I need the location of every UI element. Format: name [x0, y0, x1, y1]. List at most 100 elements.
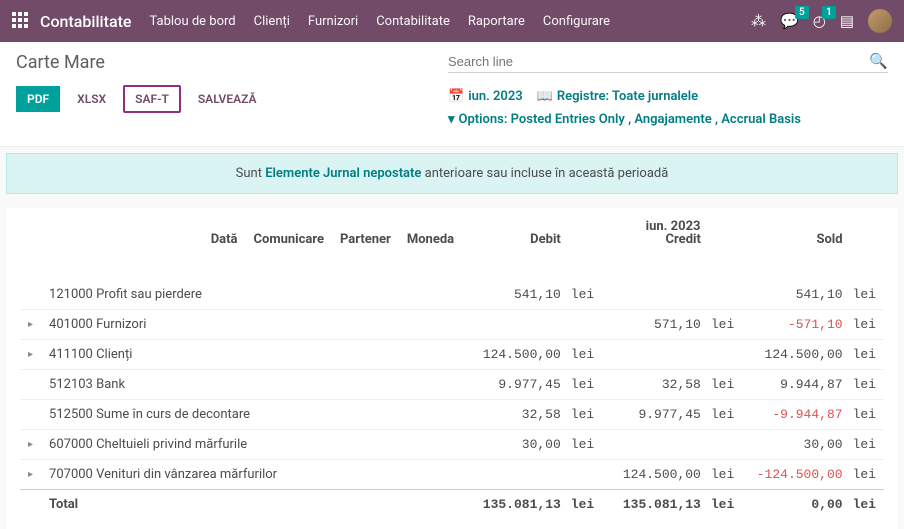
- note-icon[interactable]: ▤: [840, 12, 854, 30]
- account-name[interactable]: 512103 Bank: [41, 369, 462, 399]
- expand-caret[interactable]: ▸: [20, 309, 41, 339]
- credit-currency: [709, 339, 742, 369]
- table-row[interactable]: 512500 Sume în curs de decontare32,58lei…: [20, 399, 884, 429]
- page-title: Carte Mare: [16, 52, 105, 73]
- credit-value: [602, 280, 709, 310]
- expand-caret: [20, 280, 41, 310]
- chat-icon[interactable]: 💬5: [780, 12, 799, 30]
- filters: 📅iun. 2023 📖Registre: Toate jurnalele ▾O…: [448, 85, 888, 132]
- account-name[interactable]: 707000 Venituri din vânzarea mărfurilor: [41, 459, 462, 489]
- bug-icon[interactable]: ⁂: [751, 12, 766, 30]
- menu-dashboard[interactable]: Tablou de bord: [149, 14, 235, 29]
- total-debit: 135.081,13: [462, 489, 569, 519]
- menu-reporting[interactable]: Raportare: [468, 14, 525, 29]
- pdf-button[interactable]: PDF: [16, 86, 60, 112]
- table-row[interactable]: ▸411100 Clienți124.500,00lei124.500,00le…: [20, 339, 884, 369]
- account-name[interactable]: 411100 Clienți: [41, 339, 462, 369]
- search-icon[interactable]: 🔍: [869, 52, 888, 70]
- debit-value: 32,58: [462, 399, 569, 429]
- funnel-icon: ▾: [448, 112, 455, 127]
- total-row: Total135.081,13lei135.081,13lei0,00lei: [20, 489, 884, 519]
- debit-currency: lei: [569, 369, 602, 399]
- table-row[interactable]: 121000 Profit sau pierdere541,10lei541,1…: [20, 280, 884, 310]
- ledger-table: Dată Comunicare Partener Moneda Debit Cr…: [20, 226, 884, 519]
- banner-suffix: anterioare sau incluse în această perioa…: [421, 166, 668, 181]
- account-name[interactable]: 121000 Profit sau pierdere: [41, 280, 462, 310]
- account-name[interactable]: 401000 Furnizori: [41, 309, 462, 339]
- menu-config[interactable]: Configurare: [543, 14, 610, 29]
- period-filter[interactable]: 📅iun. 2023: [448, 85, 523, 108]
- credit-currency: lei: [709, 369, 742, 399]
- table-row[interactable]: 512103 Bank9.977,45lei32,58lei9.944,87le…: [20, 369, 884, 399]
- export-buttons: PDF XLSX SAF-T SALVEAZĂ: [16, 85, 267, 113]
- account-name[interactable]: 607000 Cheltuieli privind mărfurile: [41, 429, 462, 459]
- credit-value: 32,58: [602, 369, 709, 399]
- col-comm: Comunicare: [245, 226, 332, 253]
- clock-badge: 1: [822, 6, 836, 19]
- col-date: Dată: [203, 226, 246, 253]
- clock-icon[interactable]: ◴1: [813, 12, 826, 30]
- col-partner: Partener: [332, 226, 399, 253]
- avatar[interactable]: [868, 9, 892, 33]
- debit-currency: [569, 309, 602, 339]
- balance-currency: lei: [851, 459, 884, 489]
- nav-right: ⁂ 💬5 ◴1 ▤: [751, 9, 892, 33]
- credit-currency: [709, 280, 742, 310]
- debit-currency: [569, 459, 602, 489]
- options-filter[interactable]: ▾Options: Posted Entries Only , Angajame…: [448, 108, 801, 131]
- save-button[interactable]: SALVEAZĂ: [187, 86, 268, 112]
- journals-filter[interactable]: 📖Registre: Toate jurnalele: [537, 85, 698, 108]
- search-bar[interactable]: 🔍: [448, 52, 888, 73]
- debit-value: 9.977,45: [462, 369, 569, 399]
- apps-icon[interactable]: [12, 12, 30, 30]
- total-balance: 0,00: [742, 489, 850, 519]
- credit-value: 124.500,00: [602, 459, 709, 489]
- xlsx-button[interactable]: XLSX: [66, 86, 117, 112]
- report: Dată Comunicare Partener Moneda Debit Cr…: [6, 208, 898, 529]
- debit-value: 541,10: [462, 280, 569, 310]
- debit-currency: lei: [569, 429, 602, 459]
- balance-value: 541,10: [742, 280, 850, 310]
- search-input[interactable]: [448, 54, 869, 69]
- balance-currency: lei: [851, 369, 884, 399]
- credit-value: 9.977,45: [602, 399, 709, 429]
- period-header: iun. 2023: [462, 213, 884, 240]
- balance-value: 30,00: [742, 429, 850, 459]
- expand-caret[interactable]: ▸: [20, 429, 41, 459]
- balance-value: -9.944,87: [742, 399, 850, 429]
- debit-currency: lei: [569, 339, 602, 369]
- table-row[interactable]: ▸401000 Furnizori571,10lei-571,10lei: [20, 309, 884, 339]
- menu-vendors[interactable]: Furnizori: [308, 14, 358, 29]
- saft-button[interactable]: SAF-T: [123, 85, 181, 113]
- balance-currency: lei: [851, 429, 884, 459]
- expand-caret[interactable]: ▸: [20, 459, 41, 489]
- main-menu: Tablou de bord Clienți Furnizori Contabi…: [149, 14, 610, 29]
- credit-currency: lei: [709, 309, 742, 339]
- credit-value: [602, 339, 709, 369]
- expand-caret: [20, 369, 41, 399]
- info-banner[interactable]: Sunt Elemente Jurnal nepostate anterioar…: [6, 153, 898, 194]
- chat-badge: 5: [795, 6, 809, 19]
- balance-value: 124.500,00: [742, 339, 850, 369]
- calendar-icon: 📅: [448, 89, 464, 104]
- debit-currency: lei: [569, 280, 602, 310]
- account-name[interactable]: 512500 Sume în curs de decontare: [41, 399, 462, 429]
- balance-value: -124.500,00: [742, 459, 850, 489]
- app-brand[interactable]: Contabilitate: [40, 12, 131, 31]
- expand-caret[interactable]: ▸: [20, 339, 41, 369]
- credit-value: 571,10: [602, 309, 709, 339]
- total-credit: 135.081,13: [602, 489, 709, 519]
- credit-currency: [709, 429, 742, 459]
- balance-value: -571,10: [742, 309, 850, 339]
- total-label: Total: [41, 489, 462, 519]
- credit-currency: lei: [709, 399, 742, 429]
- table-row[interactable]: ▸707000 Venituri din vânzarea mărfurilor…: [20, 459, 884, 489]
- control-panel: Carte Mare 🔍 PDF XLSX SAF-T SALVEAZĂ 📅iu…: [0, 42, 904, 147]
- menu-customers[interactable]: Clienți: [254, 14, 290, 29]
- debit-currency: lei: [569, 399, 602, 429]
- col-currency: Moneda: [399, 226, 462, 253]
- menu-accounting[interactable]: Contabilitate: [376, 14, 450, 29]
- credit-currency: lei: [709, 459, 742, 489]
- top-navbar: Contabilitate Tablou de bord Clienți Fur…: [0, 0, 904, 42]
- table-row[interactable]: ▸607000 Cheltuieli privind mărfurile 30,0…: [20, 429, 884, 459]
